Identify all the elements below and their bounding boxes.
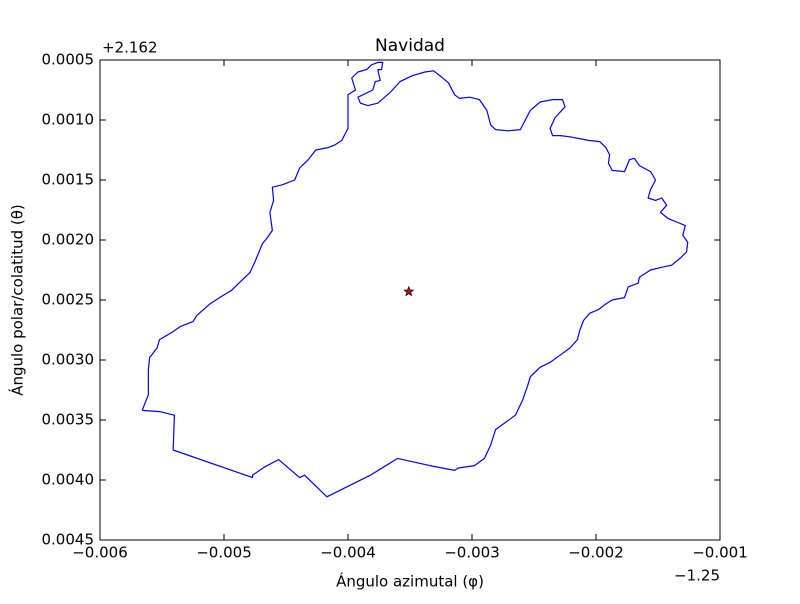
y-tick-label: 0.0040 <box>42 471 95 489</box>
plot-frame <box>99 59 721 541</box>
y-tick-label: 0.0035 <box>42 411 95 429</box>
y-tick-label: 0.0015 <box>42 171 95 189</box>
y-axis-label: Ángulo polar/colatitud (θ) <box>8 204 27 396</box>
y-tick-label: 0.0025 <box>42 291 95 309</box>
x-tick-label: −0.004 <box>320 544 376 562</box>
chart-title: Navidad <box>375 36 445 56</box>
x-tick-label: −0.005 <box>196 544 252 562</box>
y-tick-label: 0.0020 <box>42 231 95 249</box>
center-marker <box>403 285 415 297</box>
x-tick-label: −0.001 <box>692 544 748 562</box>
y-tick-label: 0.0045 <box>42 531 95 549</box>
x-offset-label: −1.25 <box>674 567 720 585</box>
y-tick-label: 0.0010 <box>42 111 95 129</box>
y-tick-label: 0.0030 <box>42 351 95 369</box>
y-tick-label: 0.0005 <box>42 51 95 69</box>
y-offset-label: +2.162 <box>102 39 158 57</box>
x-axis-label: Ángulo azimutal (φ) <box>336 572 484 591</box>
x-tick-label: −0.006 <box>72 544 128 562</box>
x-tick-label: −0.003 <box>444 544 500 562</box>
outline <box>141 61 689 498</box>
x-tick-label: −0.002 <box>568 544 624 562</box>
